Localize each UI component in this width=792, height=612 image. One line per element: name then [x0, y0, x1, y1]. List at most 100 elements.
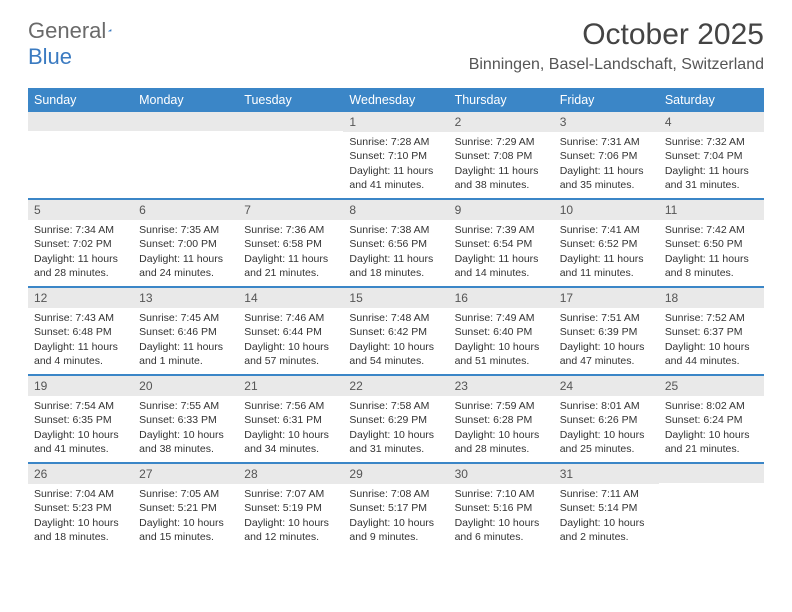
day-number: [659, 464, 764, 483]
day-details: Sunrise: 7:46 AMSunset: 6:44 PMDaylight:…: [238, 308, 343, 372]
day-details: Sunrise: 7:49 AMSunset: 6:40 PMDaylight:…: [449, 308, 554, 372]
weekday-header-row: Sunday Monday Tuesday Wednesday Thursday…: [28, 88, 764, 112]
calendar-day-cell: 31Sunrise: 7:11 AMSunset: 5:14 PMDayligh…: [554, 464, 659, 550]
day-details: Sunrise: 7:59 AMSunset: 6:28 PMDaylight:…: [449, 396, 554, 460]
calendar-day-cell: 15Sunrise: 7:48 AMSunset: 6:42 PMDayligh…: [343, 288, 448, 374]
sunrise-text: Sunrise: 7:32 AM: [665, 135, 758, 149]
calendar: Sunday Monday Tuesday Wednesday Thursday…: [28, 88, 764, 550]
calendar-day-cell: 13Sunrise: 7:45 AMSunset: 6:46 PMDayligh…: [133, 288, 238, 374]
sunrise-text: Sunrise: 7:04 AM: [34, 487, 127, 501]
day-number: 3: [554, 112, 659, 132]
sunset-text: Sunset: 6:40 PM: [455, 325, 548, 339]
day-details: Sunrise: 7:48 AMSunset: 6:42 PMDaylight:…: [343, 308, 448, 372]
day-details: Sunrise: 7:42 AMSunset: 6:50 PMDaylight:…: [659, 220, 764, 284]
sunrise-text: Sunrise: 7:10 AM: [455, 487, 548, 501]
calendar-day-cell: 6Sunrise: 7:35 AMSunset: 7:00 PMDaylight…: [133, 200, 238, 286]
day-number: 28: [238, 464, 343, 484]
sunset-text: Sunset: 6:37 PM: [665, 325, 758, 339]
weekday-header: Friday: [554, 88, 659, 112]
calendar-week-row: 19 Sunrise: 7:54 AMSunset: 6:35 PM Dayligh…: [28, 374, 764, 462]
calendar-day-cell: [28, 112, 133, 198]
sunset-text: Sunset: 6:28 PM: [455, 413, 548, 427]
calendar-day-cell: [133, 112, 238, 198]
sunset-text: Sunset: 6:24 PM: [665, 413, 758, 427]
day-number: [28, 112, 133, 131]
day-details: Sunrise: 7:34 AMSunset: 7:02 PMDaylight:…: [28, 220, 133, 284]
day-details: Sunrise: 7:28 AMSunset: 7:10 PMDaylight:…: [343, 132, 448, 196]
day-number: 6: [133, 200, 238, 220]
daylight-text: Daylight: 10 hours and 47 minutes.: [560, 340, 653, 368]
day-number: 5: [28, 200, 133, 220]
sunrise-text: Sunrise: 8:01 AM: [560, 399, 653, 413]
day-number: [133, 112, 238, 131]
calendar-day-cell: 30Sunrise: 7:10 AMSunset: 5:16 PMDayligh…: [449, 464, 554, 550]
daylight-text: Daylight: 11 hours and 8 minutes.: [665, 252, 758, 280]
sunrise-text: Sunrise: 7:29 AM: [455, 135, 548, 149]
sunset-text: Sunset: 6:39 PM: [560, 325, 653, 339]
calendar-day-cell: 29Sunrise: 7:08 AMSunset: 5:17 PMDayligh…: [343, 464, 448, 550]
day-number: 14: [238, 288, 343, 308]
day-number: 11: [659, 200, 764, 220]
sunset-text: Sunset: 7:00 PM: [139, 237, 232, 251]
calendar-day-cell: 23Sunrise: 7:59 AMSunset: 6:28 PMDayligh…: [449, 376, 554, 462]
daylight-text: Daylight: 10 hours and 25 minutes.: [560, 428, 653, 456]
day-details: Sunrise: 7:04 AMSunset: 5:23 PMDaylight:…: [28, 484, 133, 548]
calendar-day-cell: 17Sunrise: 7:51 AMSunset: 6:39 PMDayligh…: [554, 288, 659, 374]
daylight-text: Daylight: 10 hours and 57 minutes.: [244, 340, 337, 368]
day-details: Sunrise: 7:41 AMSunset: 6:52 PMDaylight:…: [554, 220, 659, 284]
sunrise-text: Sunrise: 7:41 AM: [560, 223, 653, 237]
daylight-text: Daylight: 10 hours and 38 minutes.: [139, 428, 232, 456]
sunrise-text: Sunrise: 7:45 AM: [139, 311, 232, 325]
sunset-text: Sunset: 5:14 PM: [560, 501, 653, 515]
sunset-text: Sunset: 7:08 PM: [455, 149, 548, 163]
day-number: 23: [449, 376, 554, 396]
sunset-text: Sunset: 6:56 PM: [349, 237, 442, 251]
calendar-day-cell: 28Sunrise: 7:07 AMSunset: 5:19 PMDayligh…: [238, 464, 343, 550]
day-details: Sunrise: 7:52 AMSunset: 6:37 PMDaylight:…: [659, 308, 764, 372]
calendar-day-cell: 26Sunrise: 7:04 AMSunset: 5:23 PMDayligh…: [28, 464, 133, 550]
sunset-text: Sunset: 6:35 PM: [34, 413, 127, 427]
day-number: 21: [238, 376, 343, 396]
sunset-text: Sunset: 6:26 PM: [560, 413, 653, 427]
daylight-text: Daylight: 11 hours and 11 minutes.: [560, 252, 653, 280]
sunset-text: Sunset: 6:42 PM: [349, 325, 442, 339]
calendar-day-cell: 12Sunrise: 7:43 AMSunset: 6:48 PMDayligh…: [28, 288, 133, 374]
day-number: 19: [28, 376, 133, 396]
day-number: 31: [554, 464, 659, 484]
sunrise-text: Sunrise: 7:05 AM: [139, 487, 232, 501]
day-number: 9: [449, 200, 554, 220]
sunrise-text: Sunrise: 8:02 AM: [665, 399, 758, 413]
day-number: 20: [133, 376, 238, 396]
sunset-text: Sunset: 7:10 PM: [349, 149, 442, 163]
sunset-text: Sunset: 5:19 PM: [244, 501, 337, 515]
day-details: Sunrise: 7:07 AMSunset: 5:19 PMDaylight:…: [238, 484, 343, 548]
calendar-day-cell: 18Sunrise: 7:52 AMSunset: 6:37 PMDayligh…: [659, 288, 764, 374]
weekday-header: Tuesday: [238, 88, 343, 112]
daylight-text: Daylight: 10 hours and 28 minutes.: [455, 428, 548, 456]
day-number: 1: [343, 112, 448, 132]
day-number: 8: [343, 200, 448, 220]
sunrise-text: Sunrise: 7:36 AM: [244, 223, 337, 237]
calendar-day-cell: 21Sunrise: 7:56 AMSunset: 6:31 PMDayligh…: [238, 376, 343, 462]
sunrise-text: Sunrise: 7:59 AM: [455, 399, 548, 413]
day-details: Sunrise: 7:11 AMSunset: 5:14 PMDaylight:…: [554, 484, 659, 548]
calendar-day-cell: 27Sunrise: 7:05 AMSunset: 5:21 PMDayligh…: [133, 464, 238, 550]
day-details: Sunrise: 7:58 AMSunset: 6:29 PMDaylight:…: [343, 396, 448, 460]
calendar-day-cell: 16Sunrise: 7:49 AMSunset: 6:40 PMDayligh…: [449, 288, 554, 374]
daylight-text: Daylight: 10 hours and 12 minutes.: [244, 516, 337, 544]
day-details: Sunrise: 7:08 AMSunset: 5:17 PMDaylight:…: [343, 484, 448, 548]
daylight-text: Daylight: 11 hours and 28 minutes.: [34, 252, 127, 280]
sunset-text: Sunset: 7:04 PM: [665, 149, 758, 163]
day-details: Sunrise: 7:45 AMSunset: 6:46 PMDaylight:…: [133, 308, 238, 372]
sunset-text: Sunset: 6:46 PM: [139, 325, 232, 339]
calendar-day-cell: [659, 464, 764, 550]
calendar-day-cell: 10Sunrise: 7:41 AMSunset: 6:52 PMDayligh…: [554, 200, 659, 286]
daylight-text: Daylight: 11 hours and 4 minutes.: [34, 340, 127, 368]
sunrise-text: Sunrise: 7:35 AM: [139, 223, 232, 237]
day-number: 27: [133, 464, 238, 484]
brand-logo: General: [28, 18, 128, 44]
sunrise-text: Sunrise: 7:54 AM: [34, 399, 127, 413]
sunset-text: Sunset: 6:58 PM: [244, 237, 337, 251]
weekday-header: Thursday: [449, 88, 554, 112]
day-details: Sunrise: 7:36 AMSunset: 6:58 PMDaylight:…: [238, 220, 343, 284]
